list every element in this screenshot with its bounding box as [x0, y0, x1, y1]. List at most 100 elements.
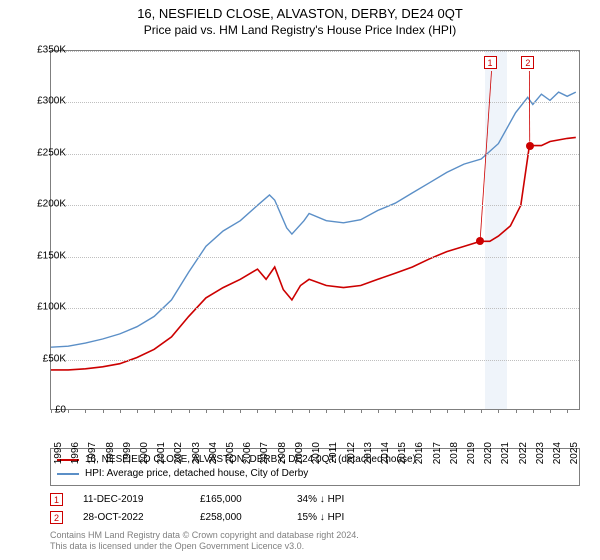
x-axis-label: 1999 — [122, 442, 133, 464]
x-tick — [154, 409, 155, 413]
gridline — [51, 102, 579, 103]
x-axis-label: 2014 — [380, 442, 391, 464]
x-axis-label: 2007 — [259, 442, 270, 464]
x-axis-label: 2021 — [500, 442, 511, 464]
annotation-date-1: 11-DEC-2019 — [83, 494, 188, 505]
x-tick — [206, 409, 207, 413]
x-axis-label: 1995 — [53, 442, 64, 464]
x-axis-label: 2008 — [277, 442, 288, 464]
x-tick — [447, 409, 448, 413]
x-tick — [481, 409, 482, 413]
x-tick — [326, 409, 327, 413]
x-axis-label: 2020 — [483, 442, 494, 464]
sale-dot-1 — [476, 237, 484, 245]
y-axis-label: £200K — [37, 199, 66, 210]
x-tick — [498, 409, 499, 413]
copyright-notice: Contains HM Land Registry data © Crown c… — [50, 530, 580, 552]
x-axis-label: 2016 — [414, 442, 425, 464]
x-tick — [430, 409, 431, 413]
sale-dot-2 — [526, 142, 534, 150]
y-axis-label: £100K — [37, 302, 66, 313]
annotation-row-2: 2 28-OCT-2022 £258,000 15% ↓ HPI — [50, 508, 580, 526]
x-axis-label: 2004 — [208, 442, 219, 464]
gridline — [51, 308, 579, 309]
x-axis-label: 1996 — [70, 442, 81, 464]
annotation-marker-1: 1 — [50, 493, 63, 506]
y-axis-label: £250K — [37, 147, 66, 158]
legend-row-hpi: HPI: Average price, detached house, City… — [57, 467, 573, 481]
x-tick — [240, 409, 241, 413]
gridline — [51, 51, 579, 52]
x-axis-label: 2023 — [535, 442, 546, 464]
gridline — [51, 257, 579, 258]
x-axis-label: 2025 — [569, 442, 580, 464]
x-tick — [464, 409, 465, 413]
gridline — [51, 205, 579, 206]
x-tick — [223, 409, 224, 413]
x-tick — [567, 409, 568, 413]
x-tick — [85, 409, 86, 413]
x-axis-label: 2009 — [294, 442, 305, 464]
x-axis-label: 2003 — [191, 442, 202, 464]
x-axis-label: 1998 — [105, 442, 116, 464]
annotation-price-1: £165,000 — [200, 494, 285, 505]
chart-lines-svg — [51, 51, 579, 409]
x-axis-label: 2005 — [225, 442, 236, 464]
x-axis-label: 2006 — [242, 442, 253, 464]
x-axis-label: 2001 — [156, 442, 167, 464]
sale-callout-2: 2 — [521, 56, 534, 69]
series-line-property — [51, 137, 576, 370]
x-axis-label: 1997 — [87, 442, 98, 464]
legend-swatch-hpi — [57, 473, 79, 475]
annotation-row-1: 1 11-DEC-2019 £165,000 34% ↓ HPI — [50, 490, 580, 508]
x-tick — [516, 409, 517, 413]
x-tick — [103, 409, 104, 413]
annotation-date-2: 28-OCT-2022 — [83, 512, 188, 523]
x-axis-label: 2024 — [552, 442, 563, 464]
x-tick — [275, 409, 276, 413]
y-axis-label: £350K — [37, 45, 66, 56]
x-tick — [533, 409, 534, 413]
annotation-marker-2: 2 — [50, 511, 63, 524]
y-axis-label: £50K — [43, 353, 66, 364]
annotation-diff-1: 34% ↓ HPI — [297, 494, 417, 505]
chart-title-1: 16, NESFIELD CLOSE, ALVASTON, DERBY, DE2… — [0, 6, 600, 21]
x-axis-label: 2011 — [328, 442, 339, 464]
x-tick — [68, 409, 69, 413]
x-axis-label: 2002 — [173, 442, 184, 464]
y-axis-label: £0 — [55, 405, 66, 416]
x-tick — [292, 409, 293, 413]
x-tick — [361, 409, 362, 413]
sale-callout-1: 1 — [484, 56, 497, 69]
annotation-table: 1 11-DEC-2019 £165,000 34% ↓ HPI 2 28-OC… — [50, 490, 580, 526]
gridline — [51, 360, 579, 361]
gridline — [51, 154, 579, 155]
x-tick — [344, 409, 345, 413]
x-axis-label: 2019 — [466, 442, 477, 464]
x-tick — [120, 409, 121, 413]
x-tick — [51, 409, 52, 413]
copyright-line-1: Contains HM Land Registry data © Crown c… — [50, 530, 580, 541]
x-tick — [189, 409, 190, 413]
copyright-line-2: This data is licensed under the Open Gov… — [50, 541, 580, 552]
x-axis-label: 2015 — [397, 442, 408, 464]
x-tick — [171, 409, 172, 413]
annotation-diff-2: 15% ↓ HPI — [297, 512, 417, 523]
y-axis-label: £150K — [37, 250, 66, 261]
x-axis-label: 2013 — [363, 442, 374, 464]
x-axis-label: 2017 — [432, 442, 443, 464]
x-axis-label: 2010 — [311, 442, 322, 464]
annotation-price-2: £258,000 — [200, 512, 285, 523]
x-tick — [257, 409, 258, 413]
chart-title-2: Price paid vs. HM Land Registry's House … — [0, 23, 600, 37]
chart-plot-area — [50, 50, 580, 410]
x-axis-label: 2022 — [518, 442, 529, 464]
x-tick — [309, 409, 310, 413]
x-tick — [550, 409, 551, 413]
x-tick — [412, 409, 413, 413]
x-tick — [395, 409, 396, 413]
x-axis-label: 2012 — [346, 442, 357, 464]
x-tick — [378, 409, 379, 413]
x-axis-label: 2018 — [449, 442, 460, 464]
y-axis-label: £300K — [37, 96, 66, 107]
